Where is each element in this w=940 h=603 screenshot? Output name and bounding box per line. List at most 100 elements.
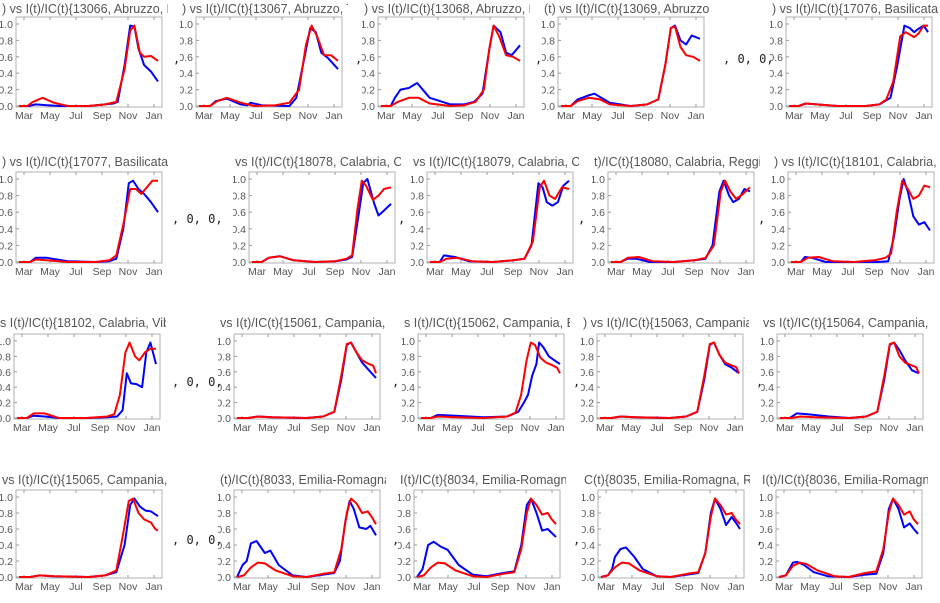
comma-separator: ,	[392, 375, 400, 389]
y-tick-label: 1.0	[0, 174, 13, 186]
series-line-red	[416, 497, 557, 578]
y-tick-label: 0.0	[0, 572, 13, 584]
y-tick-label: 0.6	[772, 207, 785, 219]
series-line-red	[236, 497, 377, 578]
y-tick-label: 0.2	[218, 556, 231, 568]
y-tick-label: 1.0	[772, 174, 785, 186]
comma-separator: ,	[392, 533, 400, 547]
x-tick-label: Nov	[337, 422, 356, 434]
x-tick-label: Nov	[889, 110, 908, 122]
x-tick-label: Jul	[302, 266, 315, 278]
x-tick-label: May	[38, 422, 59, 434]
y-tick-label: 0.0	[0, 413, 11, 425]
x-tick-label: May	[258, 581, 279, 593]
y-tick-label: 1.0	[218, 492, 231, 504]
x-tick-label: Sep	[91, 422, 110, 434]
series-line-blue	[252, 178, 392, 263]
x-tick-label: Mar	[13, 422, 32, 434]
y-tick-label: 0.6	[0, 207, 13, 219]
y-tick-label: 0.0	[582, 572, 595, 584]
x-tick-label: May	[40, 266, 61, 278]
y-tick-label: 0.8	[362, 35, 375, 47]
x-tick-label: May	[801, 422, 822, 434]
comma-separator: ,	[756, 375, 764, 389]
series-line-red	[237, 341, 377, 419]
series-line-blue	[236, 500, 377, 578]
line-chart: 0.0 0.2 0.4 0.6 0.8 1.0 Mar May Jul Sep Nov Jan	[180, 16, 343, 122]
x-tick-label: May	[632, 266, 653, 278]
x-tick-label: Mar	[607, 266, 626, 278]
y-tick-label: 0.6	[542, 52, 555, 64]
y-tick-label: 1.0	[760, 492, 773, 504]
x-tick-label: Mar	[597, 581, 616, 593]
y-tick-label: 0.2	[0, 556, 13, 568]
x-tick-label: Sep	[455, 110, 474, 122]
x-tick-label: Sep	[853, 581, 872, 593]
x-tick-label: Jan	[906, 581, 923, 593]
x-tick-label: Mar	[15, 266, 34, 278]
y-tick-label: 0.0	[760, 572, 773, 584]
x-tick-label: Nov	[299, 110, 318, 122]
x-tick-label: Sep	[93, 266, 112, 278]
x-tick-label: Mar	[417, 422, 436, 434]
plot-frame	[785, 16, 933, 108]
line-chart: 0.0 0.2 0.4 0.6 0.8 1.0 Mar May Jul Sep Nov Jan	[761, 333, 924, 434]
y-tick-label: 0.0	[542, 101, 555, 113]
chart-title: ) vs I(t)/IC(t){13066, Abruzzo, L'Aq	[2, 2, 168, 16]
x-tick-label: Sep	[635, 110, 654, 122]
x-tick-label: Jul	[69, 266, 82, 278]
x-tick-label: Jan	[146, 266, 163, 278]
y-tick-label: 0.8	[180, 35, 193, 47]
series-line-blue	[778, 497, 919, 578]
y-tick-label: 0.8	[760, 508, 773, 520]
x-tick-label: Nov	[700, 422, 719, 434]
y-tick-label: 1.0	[592, 174, 605, 186]
plot-frame	[233, 489, 381, 579]
x-tick-label: Mar	[785, 110, 804, 122]
chart-title: C(t){8035, Emilia-Romagna, Reggi	[584, 473, 750, 487]
x-tick-label: Mar	[248, 266, 267, 278]
x-tick-label: Mar	[557, 110, 576, 122]
y-tick-label: 0.6	[180, 52, 193, 64]
series-line-red	[780, 341, 920, 419]
y-tick-label: 0.8	[233, 191, 246, 203]
series-line-red	[252, 179, 392, 263]
y-tick-label: 0.2	[398, 556, 411, 568]
x-tick-label: May	[40, 581, 61, 593]
x-tick-label: May	[220, 110, 241, 122]
y-tick-label: 0.2	[411, 240, 424, 252]
y-tick-label: 0.6	[218, 524, 231, 536]
y-tick-label: 0.6	[362, 52, 375, 64]
plot-frame	[15, 489, 163, 579]
y-tick-label: 0.0	[0, 101, 13, 113]
chart-title: I(t)/IC(t){8034, Emilia-Romagna,	[400, 473, 566, 487]
plot-frame	[248, 171, 396, 264]
y-tick-label: 0.0	[581, 413, 594, 425]
comma-separator: ,	[173, 52, 181, 66]
y-tick-label: 0.6	[0, 524, 13, 536]
plot-frame	[787, 171, 935, 264]
x-tick-label: Sep	[93, 581, 112, 593]
plot-frame	[233, 333, 381, 420]
y-tick-label: 0.2	[772, 240, 785, 252]
x-tick-label: Jul	[829, 581, 842, 593]
x-tick-label: Jan	[688, 110, 705, 122]
line-chart: 0.0 0.2 0.4 0.6 0.8 1.0 Mar May Jul Sep Nov Jan	[402, 333, 565, 434]
x-tick-label: Nov	[337, 581, 356, 593]
line-chart: 0.0 0.2 0.4 0.6 0.8 1.0 Mar May Jul Sep Nov Jan	[581, 333, 744, 434]
x-tick-label: May	[810, 110, 831, 122]
series-line-red	[19, 24, 159, 107]
x-tick-label: Sep	[675, 581, 694, 593]
line-chart: 0.0 0.2 0.4 0.6 0.8 1.0 Mar May Jul Sep Nov Jan	[582, 489, 745, 593]
x-tick-label: Mar	[377, 110, 396, 122]
y-tick-label: 0.4	[233, 224, 246, 236]
y-tick-label: 0.6	[218, 367, 231, 379]
x-tick-label: Jul	[287, 581, 300, 593]
chart-title: ) vs I(t)/IC(t){17077, Basilicata, Mat	[2, 155, 168, 169]
series-line-blue	[561, 24, 701, 107]
comma-separator: ,	[398, 212, 406, 226]
series-line-blue	[789, 24, 929, 107]
series-line-red	[199, 24, 339, 107]
x-tick-label: Jul	[467, 581, 480, 593]
zeros-separator: , 0, 0,	[172, 533, 223, 547]
